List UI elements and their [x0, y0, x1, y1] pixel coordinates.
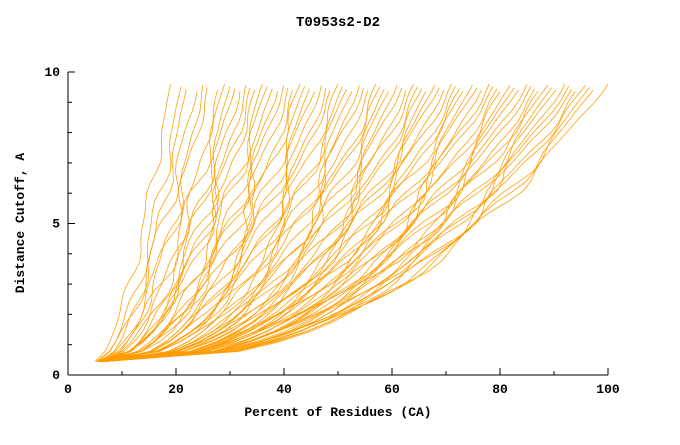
model-curve: [106, 87, 515, 362]
model-curve: [108, 90, 331, 362]
model-curve: [106, 91, 390, 362]
y-tick-label: 5: [52, 217, 60, 232]
model-curve: [105, 87, 552, 362]
model-curve: [102, 85, 204, 362]
model-curve: [106, 88, 573, 362]
y-tick-label: 0: [52, 368, 60, 383]
model-curve: [102, 87, 251, 362]
model-curve: [101, 89, 556, 362]
x-tick-label: 20: [168, 382, 184, 397]
model-curve: [104, 83, 566, 362]
model-curve: [98, 87, 440, 362]
model-curve: [102, 83, 609, 362]
model-curve: [99, 88, 310, 362]
x-tick-label: 60: [384, 382, 400, 397]
model-curve: [99, 85, 549, 362]
model-curve: [107, 90, 407, 362]
model-curve: [106, 91, 427, 362]
x-axis-ticks: 0 20 40 60 80 100: [64, 368, 620, 397]
model-curve: [100, 85, 511, 362]
model-curve: [97, 86, 182, 362]
model-curve: [101, 85, 322, 362]
model-curve: [104, 86, 230, 362]
model-curve: [98, 87, 478, 362]
model-curve: [95, 91, 198, 362]
axes: [67, 72, 608, 376]
x-tick-label: 40: [276, 382, 292, 397]
model-curve: [100, 88, 187, 362]
x-axis-label: Percent of Residues (CA): [244, 405, 431, 420]
model-curve: [103, 89, 519, 362]
model-curve: [99, 83, 528, 362]
model-curve: [98, 86, 268, 362]
model-curve: [104, 86, 306, 362]
model-curve: [105, 90, 369, 362]
x-tick-label: 0: [64, 382, 72, 397]
model-curve: [98, 88, 235, 362]
model-curves: [94, 83, 609, 362]
model-curve: [103, 85, 284, 362]
model-curve: [97, 83, 225, 362]
model-curve: [101, 88, 535, 362]
model-curve: [98, 87, 327, 362]
model-curve: [99, 86, 570, 362]
model-curve: [101, 85, 398, 362]
model-curve: [106, 89, 594, 362]
model-curve: [98, 87, 365, 362]
model-curve: [101, 85, 436, 362]
model-curve: [104, 85, 586, 362]
model-curve: [100, 91, 576, 362]
model-curve: [107, 86, 532, 362]
model-curve: [100, 91, 278, 362]
model-curve: [101, 83, 490, 362]
model-curve: [104, 85, 473, 362]
model-curve: [100, 83, 301, 362]
model-curve: [102, 91, 501, 362]
model-curve: [103, 86, 381, 362]
model-curve: [100, 91, 464, 362]
x-tick-label: 80: [492, 382, 508, 397]
model-curve: [99, 88, 348, 362]
model-curve: [94, 84, 171, 362]
x-tick-label: 100: [596, 382, 620, 397]
chart-title: T0953s2-D2: [296, 15, 380, 31]
model-curve: [96, 90, 256, 362]
model-curve: [105, 91, 241, 362]
model-curve: [103, 83, 452, 362]
model-curve: [102, 85, 360, 362]
model-curve: [105, 88, 460, 362]
model-curve: [106, 88, 273, 362]
model-curve: [106, 90, 482, 362]
y-axis-ticks: 0 5 10: [44, 65, 75, 383]
model-curve: [99, 87, 208, 362]
model-curve: [99, 86, 494, 362]
model-curve: [105, 91, 539, 362]
model-curve: [97, 87, 289, 362]
y-axis-label: Distance Cutoff, A: [13, 153, 28, 294]
model-curve: [99, 88, 423, 362]
model-curve: [99, 85, 247, 362]
model-curve: [105, 83, 263, 362]
model-curve: [107, 91, 353, 362]
model-curve: [106, 91, 315, 362]
y-tick-label: 10: [44, 65, 60, 80]
model-curve: [107, 88, 498, 362]
model-curve: [97, 87, 402, 362]
